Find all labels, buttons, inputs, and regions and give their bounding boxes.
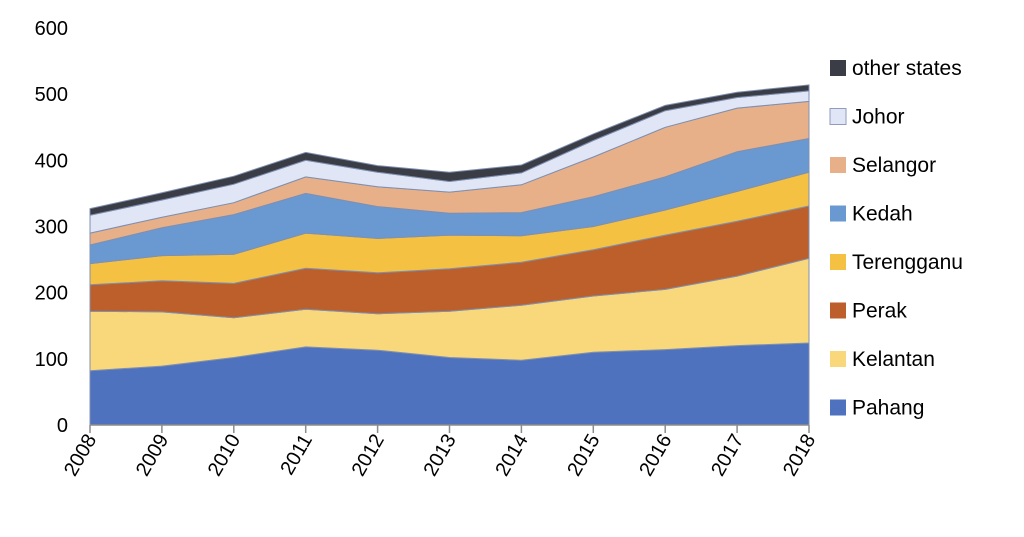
legend-label-other-states: other states (852, 57, 962, 80)
legend-label-kelantan: Kelantan (852, 348, 935, 371)
legend-swatch-pahang (830, 399, 846, 416)
legend-label-selangor: Selangor (852, 154, 936, 177)
chart-areas (89, 84, 810, 426)
x-tick-label: 2013 (420, 431, 461, 481)
legend-swatch-selangor (830, 157, 846, 173)
legend-label-pahang: Pahang (852, 397, 924, 420)
x-tick-label: 2016 (635, 431, 676, 481)
x-tick-label: 2011 (276, 431, 317, 479)
y-tick-label: 200 (35, 283, 68, 305)
x-tick-label: 2008 (60, 431, 101, 481)
legend-swatch-perak (830, 302, 846, 319)
y-tick-label: 0 (57, 415, 68, 437)
legend-label-perak: Perak (852, 300, 907, 323)
x-tick-label: 2018 (779, 431, 820, 481)
legend-label-terengganu: Terengganu (852, 251, 963, 274)
legend-swatch-kedah (830, 205, 846, 222)
legend-swatch-kelantan (830, 351, 846, 367)
y-tick-label: 400 (35, 150, 68, 172)
legend-label-kedah: Kedah (852, 203, 913, 226)
x-tick-label: 2017 (707, 431, 748, 481)
y-tick-label: 100 (35, 349, 68, 371)
x-tick-label: 2015 (563, 431, 604, 481)
legend-swatch-terengganu (830, 254, 846, 270)
x-tick-label: 2014 (491, 431, 532, 481)
x-tick-label: 2012 (348, 431, 389, 481)
y-tick-label: 600 (35, 18, 68, 40)
y-tick-label: 300 (35, 217, 68, 239)
legend-label-johor: Johor (852, 106, 905, 129)
x-tick-label: 2010 (204, 431, 245, 481)
area-series-other-states (89, 84, 810, 216)
x-tick-label: 2009 (132, 431, 173, 481)
y-tick-label: 500 (35, 84, 68, 106)
chart-legend: other states Johor Selangor Kedah Terengganu… (829, 57, 963, 420)
legend-swatch-other-states (830, 60, 846, 76)
legend-swatch-johor (829, 108, 847, 125)
